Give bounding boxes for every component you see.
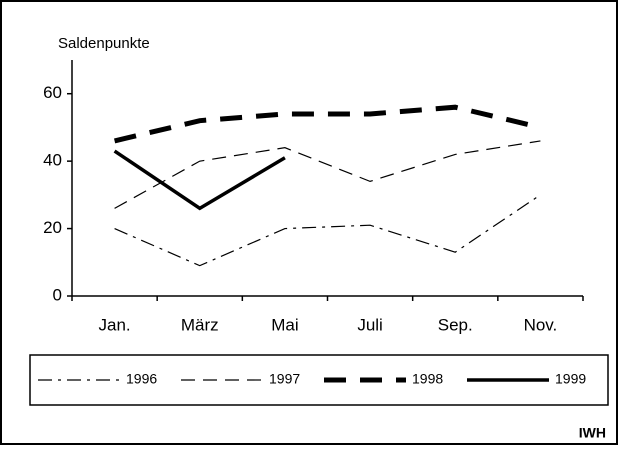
legend-label: 1997 — [269, 371, 300, 387]
legend-label: 1999 — [555, 371, 586, 387]
legend-box — [29, 354, 609, 406]
x-tick-label: Nov. — [524, 315, 558, 334]
y-tick-label: 20 — [43, 218, 62, 237]
y-tick-label: 60 — [43, 83, 62, 102]
x-tick-label: März — [181, 315, 219, 334]
x-tick-label: Sep. — [438, 315, 473, 334]
legend-label: 1998 — [412, 371, 443, 387]
x-tick-label: Juli — [357, 315, 383, 334]
y-axis-label: Saldenpunkte — [58, 35, 150, 52]
legend-label: 1996 — [126, 371, 157, 387]
series-line — [114, 194, 541, 267]
y-tick-label: 0 — [53, 285, 62, 304]
series-line — [114, 104, 541, 144]
series-line — [113, 149, 286, 211]
series-line — [114, 140, 541, 209]
x-tick-label: Jan. — [99, 315, 131, 334]
source: IWH — [579, 425, 606, 441]
x-tick-label: Mai — [271, 315, 298, 334]
y-tick-label: 40 — [43, 151, 62, 170]
